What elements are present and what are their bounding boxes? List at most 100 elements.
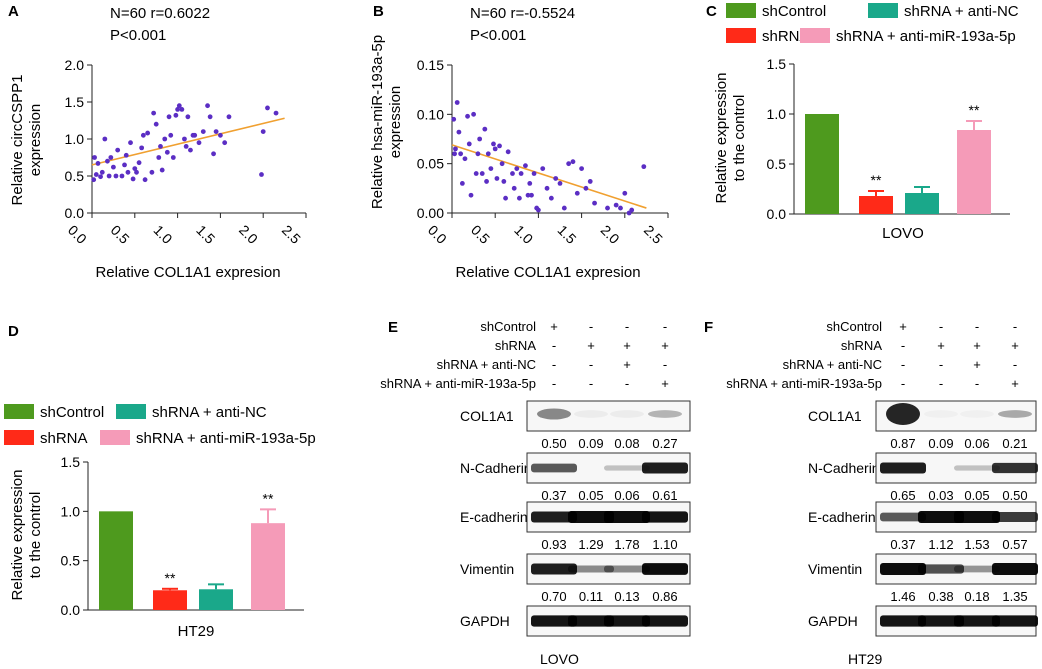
scatter-point [571, 159, 576, 164]
x-tick-label: 0.0 [425, 222, 450, 247]
condition-label: shRNA [841, 338, 883, 353]
densitometry-value: 0.50 [541, 436, 566, 451]
scatter-point [124, 153, 129, 158]
densitometry-value: 1.29 [578, 537, 603, 552]
scatter-point [122, 163, 127, 168]
scatter-point [512, 186, 517, 191]
legend-label-shrna: shRNA [40, 430, 88, 447]
scatter-point [139, 145, 144, 150]
scatter-point [477, 137, 482, 142]
blot-band [648, 410, 682, 418]
densitometry-value: 0.61 [652, 488, 677, 503]
y-axis-title-a-line2: expression [27, 104, 44, 177]
scatter-point [486, 151, 491, 156]
y-tick-label: 0.0 [767, 206, 787, 222]
condition-sign: - [975, 376, 979, 391]
panel-letter-c: C [706, 3, 717, 20]
protein-label: COL1A1 [460, 408, 514, 424]
significance-label: ** [871, 172, 882, 188]
x-tick-label: 0.0 [65, 222, 90, 247]
y-axis-title-d-line2: to the control [27, 492, 44, 579]
condition-sign: - [663, 319, 667, 334]
scatter-point [562, 206, 567, 211]
scatter-point [503, 196, 508, 201]
condition-label: shControl [480, 319, 536, 334]
scatter-point [156, 155, 161, 160]
scatter-point [523, 163, 528, 168]
scatter-point [179, 107, 184, 112]
scatter-point [493, 146, 498, 151]
condition-sign: - [939, 357, 943, 372]
densitometry-value: 1.46 [890, 589, 915, 604]
condition-sign: - [625, 319, 629, 334]
condition-sign: - [901, 357, 905, 372]
densitometry-value: 0.57 [1002, 537, 1027, 552]
panel-a: A N=60 r=0.6022 P<0.001 Relative circCSP… [8, 3, 306, 281]
condition-sign: - [552, 357, 556, 372]
scatter-point [105, 159, 110, 164]
x-tick-label: 1.0 [511, 222, 536, 247]
y-axis-title-c-line1: Relative expression [713, 73, 730, 204]
annotation-a-line1: N=60 r=0.6022 [110, 5, 210, 22]
densitometry-value: 0.70 [541, 589, 566, 604]
legend-d: shControl shRNA + anti-NC shRNA shRNA + … [4, 404, 316, 447]
scatter-point [145, 131, 150, 136]
densitometry-value: 0.05 [578, 488, 603, 503]
scatter-point [227, 114, 232, 119]
scatter-point [453, 146, 458, 151]
condition-sign: - [939, 319, 943, 334]
bar [957, 130, 991, 214]
legend-label-shcontrol: shControl [762, 3, 826, 20]
x-tick-label: 1.5 [554, 222, 579, 247]
scatter-point [455, 100, 460, 105]
y-axis-title-b-line1: Relative hsa-miR-193a-5p [369, 35, 386, 209]
bar [805, 114, 839, 214]
scatter-point [168, 133, 173, 138]
protein-label: N-Cadherin [808, 460, 880, 476]
scatter-point [259, 172, 264, 177]
scatter-point [222, 140, 227, 145]
condition-sign: - [552, 376, 556, 391]
condition-sign: - [1013, 319, 1017, 334]
scatter-point [107, 174, 112, 179]
scatter-point [491, 142, 496, 147]
x-tick-label: 0.5 [108, 222, 133, 247]
scatter-plot-a: 0.00.51.01.52.00.0 0.5 1.0 1.5 2.0 2.5 [65, 57, 306, 247]
y-tick-label: 2.0 [65, 57, 85, 73]
blot-band [574, 410, 608, 418]
condition-sign: + [973, 357, 981, 372]
scatter-point [188, 148, 193, 153]
scatter-point [622, 191, 627, 196]
scatter-point [501, 179, 506, 184]
bar [199, 589, 233, 610]
panel-e-western-blot: E LOVO shControl + - - -shRNA - + + +shRNA + ant… [380, 319, 690, 667]
scatter-point [474, 171, 479, 176]
legend-swatch-shrna [726, 28, 756, 43]
cell-line-label-e: LOVO [540, 651, 579, 667]
scatter-point [154, 122, 159, 127]
scatter-point [457, 130, 462, 135]
densitometry-value: 0.27 [652, 436, 677, 451]
scatter-point [134, 170, 139, 175]
densitometry-value: 0.06 [614, 488, 639, 503]
scatter-point [102, 137, 107, 142]
panel-c: C shControl shRNA + anti-NC shRNA shRNA … [706, 3, 1019, 242]
densitometry-value: 0.86 [652, 589, 677, 604]
y-tick-label: 0.15 [417, 57, 444, 73]
scatter-point [514, 166, 519, 171]
scatter-point [469, 193, 474, 198]
y-tick-label: 0.00 [417, 205, 444, 221]
scatter-point [545, 186, 550, 191]
panel-letter-f: F [704, 319, 713, 336]
scatter-point [143, 177, 148, 182]
protein-label: Vimentin [808, 561, 862, 577]
scatter-point [495, 176, 500, 181]
annotation-b-line1: N=60 r=-0.5524 [470, 5, 575, 22]
scatter-point [120, 174, 125, 179]
y-tick-label: 1.0 [61, 503, 81, 519]
scatter-point [162, 137, 167, 142]
scatter-point [150, 170, 155, 175]
condition-label: shRNA [495, 338, 537, 353]
scatter-point [151, 111, 156, 116]
significance-label: ** [165, 570, 176, 586]
